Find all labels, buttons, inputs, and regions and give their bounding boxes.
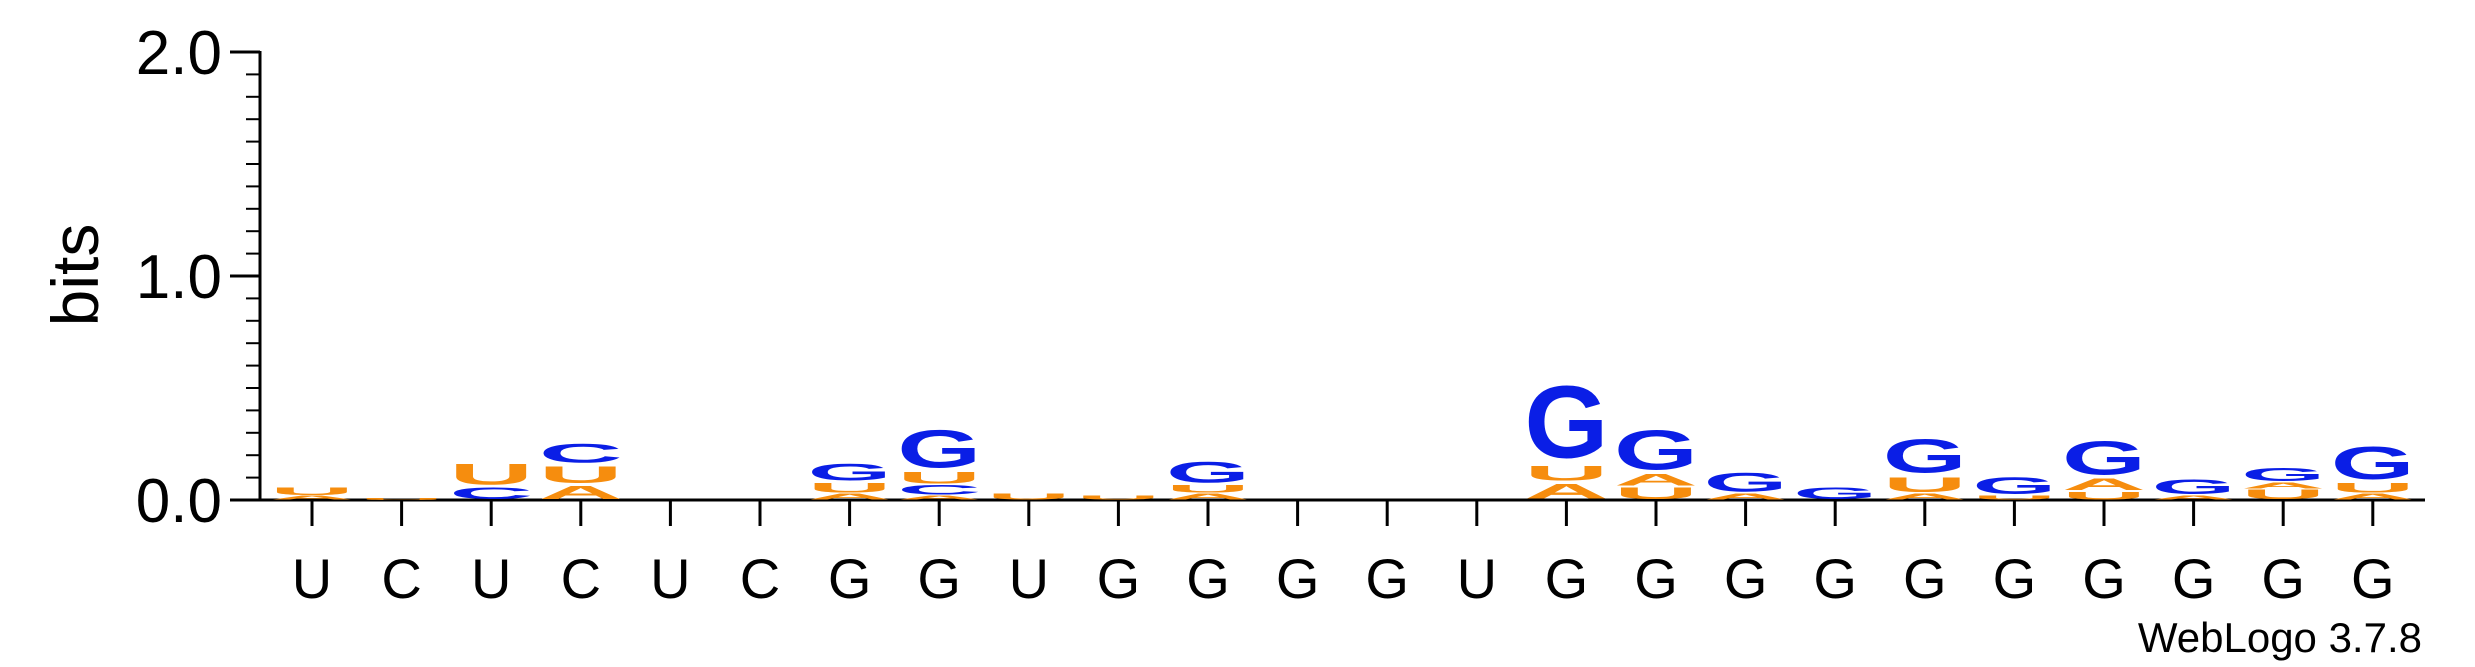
y-tick-label: 2.0 <box>136 19 222 88</box>
logo-letter-A: A <box>808 492 892 501</box>
logo-letter-U: U <box>2062 490 2146 502</box>
x-tick-label: G <box>2172 547 2216 610</box>
logo-letter-A: A <box>2241 481 2325 490</box>
x-tick-label: C <box>561 547 601 610</box>
logo-letter-G: G <box>1704 467 1788 497</box>
logo-letter-A: A <box>1524 479 1608 503</box>
x-tick-label: U <box>292 547 332 610</box>
logo-letter-A: A <box>1166 492 1250 501</box>
axes: 0.0 1.0 2.0 <box>136 19 2425 536</box>
logo-letter-A: A <box>270 495 354 501</box>
x-tick-label: G <box>1365 547 1409 610</box>
x-tick-label: U <box>650 547 690 610</box>
logo-letter-G: G <box>2331 438 2415 489</box>
logo-letter-U: U <box>987 492 1071 501</box>
logo-letter-G: G <box>1166 455 1250 488</box>
logo-letter-A: A <box>897 495 981 501</box>
logo-letter-G: G <box>808 458 892 485</box>
logo-letter-A: A <box>1704 492 1788 501</box>
x-tick-label: G <box>1545 547 1589 610</box>
x-tick-label: G <box>2351 547 2395 610</box>
y-tick-label: 1.0 <box>136 243 222 312</box>
logo-letter-U: U <box>449 458 533 491</box>
logo-letter-A: A <box>539 482 623 503</box>
logo-letter-U: U <box>1972 495 2056 501</box>
logo-letter-U: U <box>808 480 892 495</box>
x-tick-label: U <box>1009 547 1049 610</box>
x-tick-label: G <box>2082 547 2126 610</box>
x-tick-label: G <box>1097 547 1141 610</box>
logo-letter-G: G <box>1614 419 1698 482</box>
logo-letter-G: G <box>1524 366 1608 480</box>
x-tick-label: G <box>917 547 961 610</box>
logo-letter-C: C <box>897 482 981 497</box>
logo-letter-U: U <box>360 497 444 500</box>
logo-letter-A: A <box>1614 471 1698 489</box>
logo-letter-U: U <box>270 485 354 497</box>
x-tick-label: G <box>2261 547 2305 610</box>
logo-letter-G: G <box>897 419 981 479</box>
logo-letter-U: U <box>539 461 623 488</box>
x-tick-label: C <box>740 547 780 610</box>
x-tick-label: G <box>1903 547 1947 610</box>
logo-letter-G: G <box>2062 430 2146 485</box>
x-tick-label: G <box>1724 547 1768 610</box>
logo-letter-G: G <box>2152 475 2236 499</box>
x-tick-label: G <box>1186 547 1230 610</box>
logo-letter-G: G <box>1972 472 2056 499</box>
weblogo-credit: WebLogo 3.7.8 <box>2138 614 2422 661</box>
logo-letter-U: U <box>1076 495 1160 501</box>
x-tick-label: U <box>471 547 511 610</box>
logo-letter-U: U <box>897 469 981 487</box>
logo-letter-A: A <box>2152 495 2236 501</box>
logo-letter-U: U <box>1614 484 1698 502</box>
logo-letter-C: C <box>539 438 623 468</box>
x-tick-label: G <box>1993 547 2037 610</box>
logo-letter-U: U <box>1883 472 1967 496</box>
logo-letter-U: U <box>2241 487 2325 502</box>
x-tick-label: G <box>1276 547 1320 610</box>
logo-letter-U: U <box>2331 480 2415 495</box>
logo-letter-A: A <box>2331 492 2415 501</box>
logo-letter-U: U <box>1524 461 1608 485</box>
logo-letter-C: C <box>449 484 533 502</box>
logo-letter-A: A <box>1883 492 1967 501</box>
x-tick-label: G <box>1813 547 1857 610</box>
y-tick-label: 0.0 <box>136 467 222 536</box>
logo-letter-G: G <box>2241 464 2325 485</box>
logo-letter-U: U <box>1166 483 1250 495</box>
logo-letter-G: G <box>1793 484 1877 502</box>
x-tick-label: C <box>381 547 421 610</box>
logo-letter-A: A <box>2062 475 2146 493</box>
y-axis-label: bits <box>38 224 112 327</box>
x-tick-label: G <box>1634 547 1678 610</box>
x-tick-label: G <box>828 547 872 610</box>
x-tick-label: U <box>1457 547 1497 610</box>
logo-letter-G: G <box>1883 428 1967 483</box>
